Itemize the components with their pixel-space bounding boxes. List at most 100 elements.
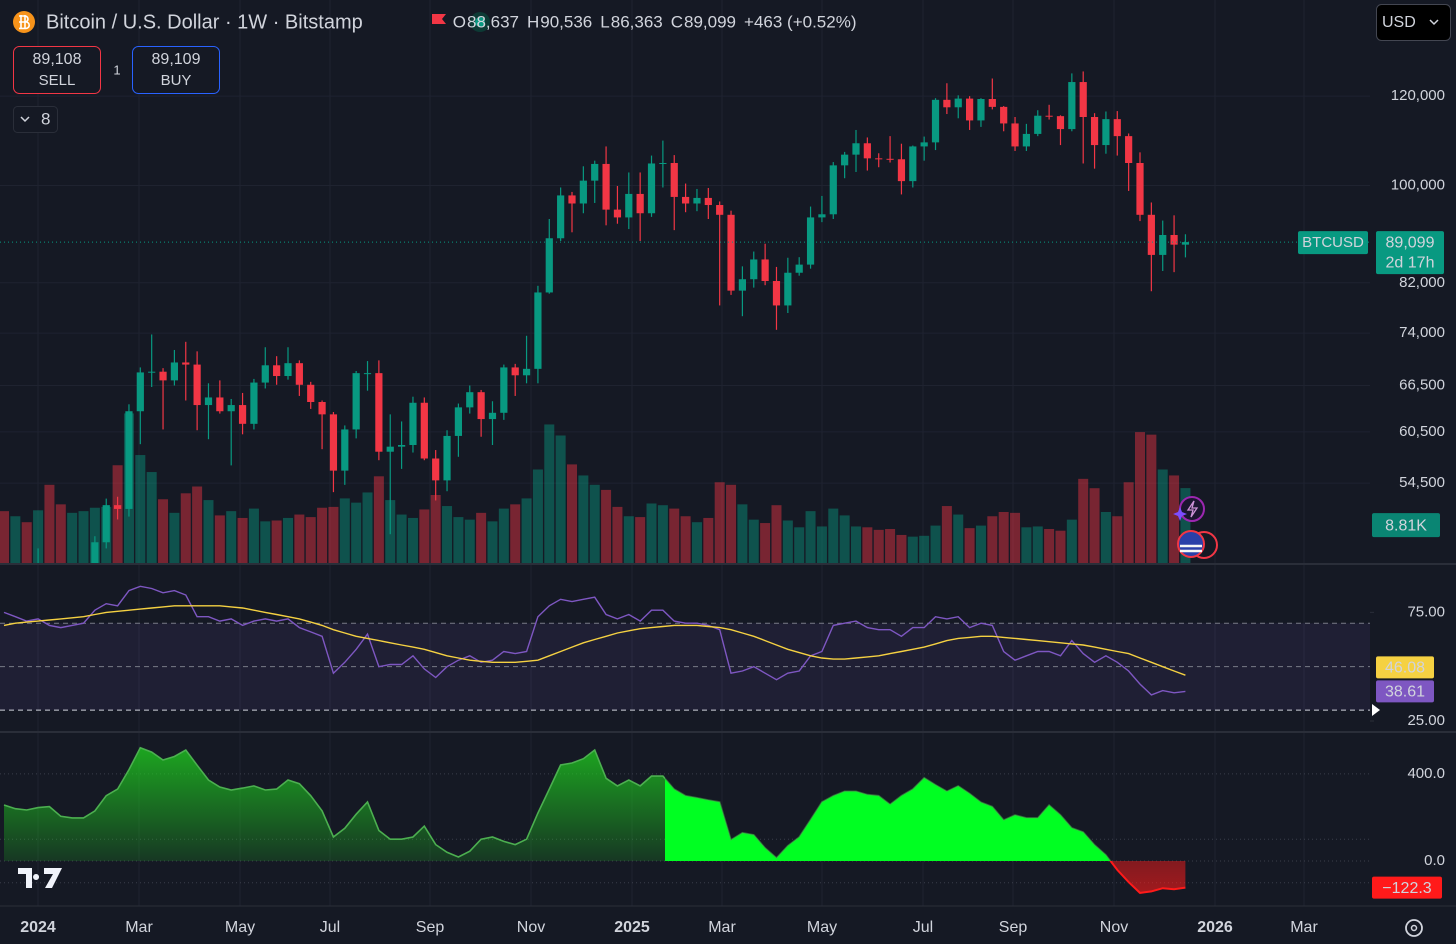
volume-bar [44,484,55,563]
y-tick-label: 400.0 [1407,765,1445,782]
volume-bar [1078,478,1089,563]
volume-bar [1146,434,1157,563]
candle-body [897,159,906,182]
currency-button[interactable] [1376,4,1451,41]
volume-bar [396,514,407,563]
volume-bar [1021,527,1032,563]
y-tick-label: 100,000 [1391,176,1445,193]
candle-body [261,365,269,383]
candle-body [1000,106,1008,124]
currency-chevron [1429,19,1439,26]
volume-bar [487,521,498,563]
volume-bar [260,521,271,563]
ohlc-value: 89,099 [684,12,736,31]
candle-body [1102,119,1110,146]
candle-body [863,143,871,159]
rsi-label: 38.61 [1385,684,1425,701]
y-tick-label: 74,000 [1399,324,1445,341]
candle-body [1181,242,1190,245]
x-tick-label: Nov [517,919,545,936]
candle-body [988,99,996,107]
candle-body [829,165,837,215]
order-quantity[interactable]: 1 [113,62,120,77]
volume-bar [89,507,100,563]
price-badge [1376,231,1444,275]
logo[interactable] [18,868,62,888]
candle-body [477,392,485,420]
volume-bar [214,515,225,563]
volume-bar [851,526,861,563]
event-icon[interactable] [1179,496,1205,522]
volume-bar [646,503,657,563]
volume-bar [1169,475,1180,563]
volume-bar [691,522,702,563]
candle-body [375,373,383,452]
volume-bar [1066,519,1077,563]
volume-bar [135,455,146,563]
candle-body [511,367,519,376]
volume-bar [828,508,839,563]
volume-bar [907,536,918,563]
candle-body [1136,163,1144,215]
ohlc-key: L [600,12,609,31]
volume-bar [442,506,453,563]
volume-bar [805,511,816,563]
y-tick-label: 82,000 [1399,274,1445,291]
candle-body [920,142,928,147]
economic-event[interactable] [1177,530,1205,558]
indicators-count: 8 [41,109,50,128]
event-glyph [1186,500,1199,518]
candle-body [795,264,803,273]
volume-bar [532,469,543,563]
candle-body [761,259,769,282]
x-tick-label: Sep [999,919,1028,936]
y-tick-label: 54,500 [1399,474,1445,491]
volume-bar [1123,482,1134,563]
volume-bar [567,464,577,563]
candle-body [125,411,133,509]
volume-bar [158,499,169,563]
candle-body [806,217,815,265]
candle-body [454,407,462,436]
symbol-title[interactable]: Bitcoin / U.S. Dollar · 1W · Bitstamp [46,11,363,33]
x-tick-label: May [807,919,837,936]
oscillator-pane [0,746,1370,894]
settings-button[interactable] [1405,919,1423,937]
osc-label: −122.3 [1382,880,1431,897]
volume-bar [362,492,373,563]
volume-bar [1157,469,1168,563]
symbol-badge [1298,231,1368,255]
rsi-pane [0,585,1370,711]
candle-body [91,542,99,563]
candle-body [227,405,235,412]
volume-bar [998,512,1009,563]
candle-body [954,98,962,108]
candle-body [670,163,678,197]
candle-body [602,163,610,210]
volume-bar [305,517,316,563]
candle-body [875,158,883,160]
ohlc-key: C [671,12,683,31]
buy-button[interactable] [132,46,220,94]
osc-area [665,777,1111,861]
indicators-toggle[interactable] [13,106,58,133]
sell-button[interactable] [13,46,101,94]
candle-body [977,99,985,121]
candle-body [1068,82,1076,130]
candle-body [568,195,576,204]
candle-body [443,435,451,481]
scroll-marker [1372,704,1380,716]
x-tick-label: Mar [125,919,153,936]
candle-body [1079,82,1087,118]
volume-bar [1010,512,1021,563]
volume-bar [930,525,941,563]
rsi-ma-label: 46.08 [1385,660,1425,677]
ohlc-legend: O 88,637 H 90,536 L 86,363 C 89,099 [453,12,736,31]
volume-bar [669,508,680,563]
candle-body [295,363,303,385]
candle-body [216,397,224,412]
market-status-dot [475,17,485,27]
volume-badge [1372,513,1440,538]
volume-bar [10,516,21,563]
flag-icon[interactable] [432,14,446,24]
